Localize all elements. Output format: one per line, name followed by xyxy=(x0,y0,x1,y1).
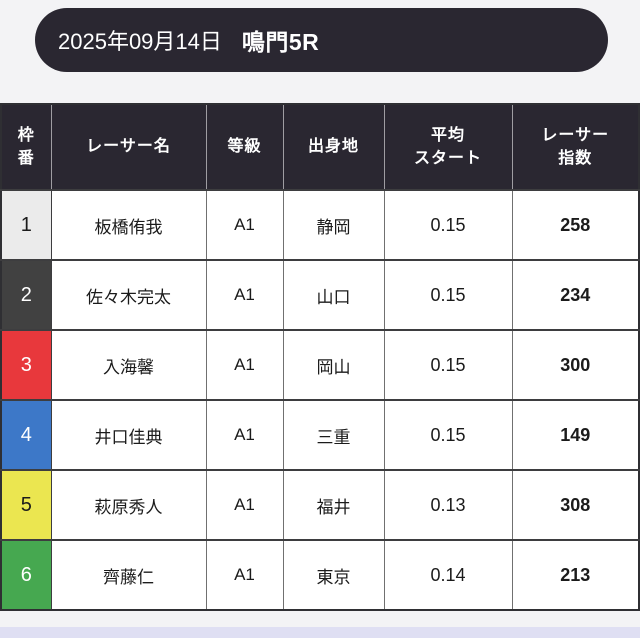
column-header-racer-index: レーサー 指数 xyxy=(512,104,639,190)
birthplace-cell: 三重 xyxy=(283,399,385,470)
grade-cell: A1 xyxy=(206,329,284,400)
racer-table-body: 1 板橋侑我 A1 静岡 0.15 258 2 佐々木完太 A1 山口 0.15… xyxy=(1,189,639,610)
race-title: 鳴門5R xyxy=(241,29,320,55)
racer-table: 枠 番 レーサー名 等級 出身地 平均 スタート レーサー 指数 1 板橋侑我 … xyxy=(0,103,640,611)
header-row: 枠 番 レーサー名 等級 出身地 平均 スタート レーサー 指数 xyxy=(1,104,639,190)
racer-index-cell: 149 xyxy=(512,399,639,470)
frame-number-cell: 5 xyxy=(1,469,52,540)
race-header-banner: 2025年09月14日 鳴門5R xyxy=(35,8,608,72)
birthplace-cell: 岡山 xyxy=(283,329,385,400)
grade-cell: A1 xyxy=(206,259,284,330)
column-header-birthplace: 出身地 xyxy=(283,104,385,190)
table-row: 5 萩原秀人 A1 福井 0.13 308 xyxy=(1,469,639,540)
frame-number-cell: 2 xyxy=(1,259,52,330)
racer-name-cell: 井口佳典 xyxy=(51,399,207,470)
average-start-cell: 0.15 xyxy=(384,399,513,470)
column-header-frame-number: 枠 番 xyxy=(1,104,52,190)
racer-table-head: 枠 番 レーサー名 等級 出身地 平均 スタート レーサー 指数 xyxy=(1,104,639,190)
racer-index-cell: 258 xyxy=(512,189,639,260)
racer-name-cell: 佐々木完太 xyxy=(51,259,207,330)
birthplace-cell: 福井 xyxy=(283,469,385,540)
race-date: 2025年09月14日 xyxy=(58,29,222,54)
birthplace-cell: 静岡 xyxy=(283,189,385,260)
racer-name-cell: 入海馨 xyxy=(51,329,207,400)
table-row: 3 入海馨 A1 岡山 0.15 300 xyxy=(1,329,639,400)
grade-cell: A1 xyxy=(206,189,284,260)
racer-index-cell: 300 xyxy=(512,329,639,400)
column-header-racer-name: レーサー名 xyxy=(51,104,207,190)
table-row: 4 井口佳典 A1 三重 0.15 149 xyxy=(1,399,639,470)
birthplace-cell: 山口 xyxy=(283,259,385,330)
grade-cell: A1 xyxy=(206,469,284,540)
grade-cell: A1 xyxy=(206,399,284,470)
racer-name-cell: 板橋侑我 xyxy=(51,189,207,260)
frame-number-cell: 4 xyxy=(1,399,52,470)
racer-name-cell: 萩原秀人 xyxy=(51,469,207,540)
average-start-cell: 0.15 xyxy=(384,329,513,400)
grade-cell: A1 xyxy=(206,539,284,610)
frame-number-cell: 1 xyxy=(1,189,52,260)
table-row: 6 齊藤仁 A1 東京 0.14 213 xyxy=(1,539,639,610)
racer-index-cell: 234 xyxy=(512,259,639,330)
average-start-cell: 0.15 xyxy=(384,189,513,260)
racer-index-cell: 213 xyxy=(512,539,639,610)
column-header-average-start: 平均 スタート xyxy=(384,104,513,190)
frame-number-cell: 3 xyxy=(1,329,52,400)
racer-name-cell: 齊藤仁 xyxy=(51,539,207,610)
column-header-grade: 等級 xyxy=(206,104,284,190)
average-start-cell: 0.14 xyxy=(384,539,513,610)
racer-index-cell: 308 xyxy=(512,469,639,540)
average-start-cell: 0.15 xyxy=(384,259,513,330)
frame-number-cell: 6 xyxy=(1,539,52,610)
average-start-cell: 0.13 xyxy=(384,469,513,540)
footer-strip xyxy=(0,627,640,638)
table-row: 1 板橋侑我 A1 静岡 0.15 258 xyxy=(1,189,639,260)
table-row: 2 佐々木完太 A1 山口 0.15 234 xyxy=(1,259,639,330)
birthplace-cell: 東京 xyxy=(283,539,385,610)
